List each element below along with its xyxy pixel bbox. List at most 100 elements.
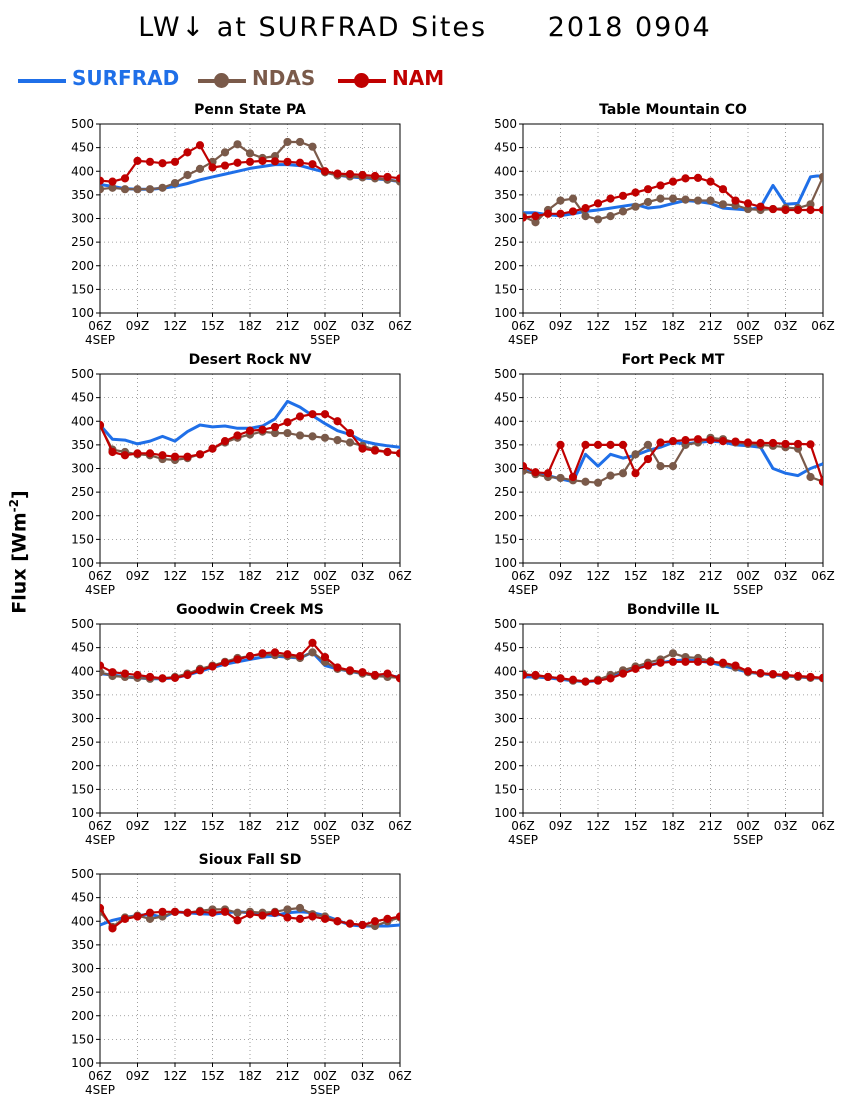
data-point-nam [195, 907, 205, 916]
data-point-nam [395, 174, 400, 183]
chart-svg: Bondville IL 100 150 200 250 300 350 400 450 500 0… [494, 602, 835, 847]
x-date-label: 5SEP [733, 833, 763, 847]
data-point-nam [233, 431, 242, 440]
data-point-nam [781, 670, 790, 680]
x-tick-label: 06Z [88, 819, 112, 833]
data-point-nam [556, 674, 565, 683]
x-tick-label: 12Z [163, 319, 187, 333]
x-tick-label: 03Z [351, 569, 375, 583]
x-tick-label: 00Z [736, 569, 760, 583]
x-tick-label: 21Z [276, 819, 300, 833]
y-axis-label-close: ] [8, 490, 31, 500]
data-point-nam [370, 446, 380, 455]
data-point-nam [208, 444, 217, 453]
x-tick-label: 03Z [774, 569, 798, 583]
x-tick-label: 00Z [313, 569, 337, 583]
data-point-ndas [606, 471, 615, 480]
y-tick-label: 300 [494, 462, 517, 476]
y-tick-label: 200 [494, 259, 517, 273]
data-point-nam [120, 451, 130, 460]
x-tick-label: 12Z [586, 569, 610, 583]
x-tick-label: 06Z [88, 319, 112, 333]
y-tick-label: 400 [494, 164, 517, 178]
data-point-ndas [606, 212, 615, 221]
x-tick-label: 15Z [201, 569, 225, 583]
data-point-ndas [133, 185, 142, 194]
chart-panel-table-mountain-co: Table Mountain CO 100 150 200 250 300 350 400 45… [483, 98, 850, 348]
data-point-nam [793, 205, 803, 215]
x-tick-label: 03Z [774, 819, 798, 833]
y-tick-label: 250 [71, 985, 94, 999]
data-point-nam [718, 185, 728, 194]
data-point-nam [133, 912, 142, 921]
data-point-ndas [308, 142, 317, 151]
data-point-ndas [295, 431, 305, 440]
data-point-ndas [233, 140, 242, 149]
y-tick-label: 500 [71, 367, 94, 381]
chart-svg: Penn State PA 100 150 200 250 300 350 400 450 500… [71, 102, 412, 347]
series-nam [523, 435, 823, 486]
x-tick-label: 09Z [549, 319, 573, 333]
x-date-label: 4SEP [508, 833, 538, 847]
data-point-ndas [618, 469, 628, 478]
series-nam [100, 903, 400, 933]
data-point-nam [768, 204, 778, 214]
data-point-nam [183, 148, 192, 157]
data-point-nam [668, 177, 678, 186]
data-point-ndas [668, 462, 678, 471]
data-point-ndas [245, 149, 255, 158]
y-tick-label: 450 [494, 641, 517, 655]
y-tick-label: 400 [71, 664, 94, 678]
chart-svg: Sioux Fall SD 100 150 200 250 300 350 400 450 500… [71, 852, 412, 1097]
data-point-ndas [158, 183, 167, 192]
title-main: LW↓ at SURFRAD Sites [138, 12, 488, 43]
y-tick-label: 450 [71, 891, 94, 905]
data-point-nam [120, 174, 130, 183]
data-point-ndas [718, 200, 728, 209]
y-tick-label: 250 [494, 485, 517, 499]
data-point-ndas [100, 185, 105, 194]
y-tick-label: 300 [71, 962, 94, 976]
data-point-nam [568, 472, 578, 482]
y-tick-label: 500 [71, 617, 94, 631]
y-tick-label: 350 [494, 688, 517, 702]
y-tick-label: 250 [71, 735, 94, 749]
x-tick-label: 00Z [736, 319, 760, 333]
y-tick-label: 350 [494, 438, 517, 452]
y-tick-label: 350 [494, 188, 517, 202]
x-tick-label: 18Z [238, 319, 262, 333]
x-tick-label: 09Z [126, 569, 150, 583]
y-tick-label: 250 [71, 235, 94, 249]
data-point-nam [370, 670, 380, 680]
chart-svg: Desert Rock NV 100 150 200 250 300 350 400 450 50… [71, 352, 412, 597]
data-point-nam [270, 157, 280, 166]
data-point-nam [706, 436, 715, 445]
legend-line-surfrad [18, 79, 66, 83]
data-point-nam [383, 914, 392, 923]
x-date-label: 4SEP [85, 833, 115, 847]
y-tick-label: 150 [71, 282, 94, 296]
series-nam [523, 173, 823, 222]
data-point-nam [245, 426, 255, 435]
data-point-nam [100, 903, 105, 913]
data-point-nam [618, 191, 628, 200]
data-point-nam [100, 176, 105, 185]
chart-svg: Table Mountain CO 100 150 200 250 300 350 400 45… [494, 102, 835, 347]
data-point-nam [295, 412, 305, 421]
x-tick-label: 15Z [624, 819, 648, 833]
data-point-nam [370, 171, 380, 181]
x-date-label: 4SEP [508, 583, 538, 597]
data-point-nam [543, 209, 553, 218]
data-point-ndas [806, 472, 815, 482]
data-point-nam [245, 652, 255, 661]
y-tick-label: 200 [494, 759, 517, 773]
y-tick-label: 200 [494, 509, 517, 523]
data-point-nam [120, 669, 130, 678]
y-tick-label: 300 [494, 712, 517, 726]
data-point-nam [806, 672, 815, 682]
legend: SURFRAD NDAS NAM [18, 66, 488, 96]
x-tick-label: 03Z [351, 319, 375, 333]
x-tick-label: 15Z [201, 819, 225, 833]
data-point-nam [706, 657, 715, 666]
data-point-nam [258, 156, 267, 165]
